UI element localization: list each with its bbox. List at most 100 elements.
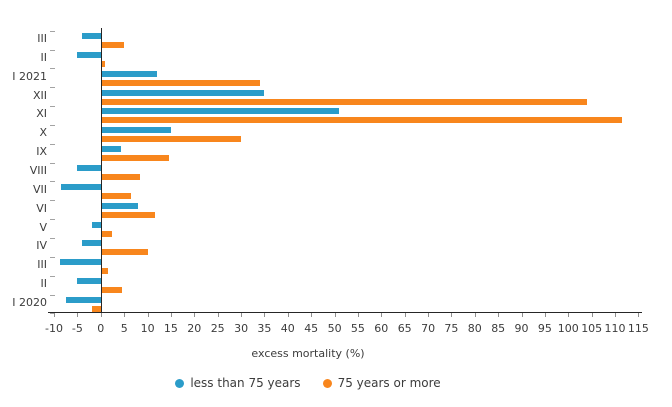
y-axis-label: I 2020 [12, 295, 47, 309]
bar-75-or-more-VI [100, 211, 155, 218]
x-axis-tick [217, 313, 219, 317]
x-axis-tick [591, 313, 593, 317]
bar-75-or-more-V [100, 230, 113, 237]
y-axis-tick [50, 275, 55, 277]
bar-75-or-more-III [100, 42, 125, 48]
x-axis-tick-label: 85 [491, 322, 506, 335]
bar-less-than-75-VI [100, 202, 139, 209]
x-axis-tick [54, 313, 55, 317]
bar-75-or-more-X [100, 136, 242, 143]
legend-label-less-than-75: less than 75 years [190, 376, 301, 390]
bar-less-than-75-XI [100, 108, 340, 115]
x-axis-tick [615, 313, 616, 317]
legend-item-75-or-more: 75 years or more [322, 376, 441, 390]
bar-75-or-more-VIII [100, 174, 141, 180]
x-axis-tick [638, 313, 640, 317]
x-axis-tick [241, 313, 243, 317]
y-axis-tick [50, 313, 55, 315]
x-axis-tick [474, 313, 476, 317]
x-axis-tick [451, 313, 453, 317]
x-axis-tick-label: 95 [537, 322, 552, 335]
y-axis-tick [50, 294, 55, 296]
x-axis-tick-label: 40 [280, 322, 295, 335]
x-axis-tick-label: 55 [350, 322, 365, 335]
legend-label-75-or-more: 75 years or more [337, 376, 441, 390]
x-axis-tick [194, 313, 196, 317]
x-axis-tick-label: 110 [604, 322, 626, 335]
y-axis-label: VII [32, 182, 47, 196]
bar-less-than-75-II [77, 51, 101, 58]
x-axis-tick [124, 313, 126, 317]
y-axis-tick [50, 49, 55, 51]
y-axis-tick [50, 143, 55, 145]
x-axis-tick [170, 313, 172, 317]
x-axis-tick [147, 313, 149, 317]
y-axis-tick [50, 106, 55, 107]
x-axis-tick-label: 60 [374, 322, 389, 335]
x-axis-tick-label: 100 [557, 322, 579, 335]
bar-less-than-75-II [77, 278, 101, 285]
x-axis-tick [77, 313, 79, 317]
y-axis-tick [50, 30, 55, 32]
y-axis-label: IV [36, 239, 47, 253]
x-axis-tick [544, 313, 546, 317]
y-axis-label: VI [36, 201, 47, 215]
y-axis-tick [50, 162, 55, 164]
x-axis-tick [264, 313, 266, 317]
bar-75-or-more-VII [100, 192, 132, 199]
x-axis-tick-label: 90 [514, 322, 529, 335]
x-axis-tick-label: 35 [257, 322, 272, 335]
bar-75-or-more-IX [100, 155, 169, 162]
x-axis-tick-label: 5 [120, 322, 128, 335]
x-axis-tick [311, 313, 313, 317]
bar-75-or-more-I-2021 [100, 79, 260, 86]
legend-circle-marker-icon [175, 378, 185, 388]
x-axis-tick-label: 80 [467, 322, 482, 335]
x-axis-tick-label: 65 [397, 322, 412, 335]
y-axis-label: XII [32, 88, 47, 102]
y-axis-tick [50, 87, 55, 89]
bar-75-or-more-II [100, 60, 106, 67]
y-axis-label: III [37, 32, 47, 45]
x-axis-tick-label: 75 [444, 322, 459, 335]
bar-less-than-75-I-2021 [100, 70, 157, 77]
bar-less-than-75-III [60, 259, 101, 266]
x-axis-tick [498, 313, 500, 317]
x-axis-tick [334, 313, 336, 317]
x-axis-tick [100, 313, 102, 317]
x-axis-tick-label: 50 [327, 322, 342, 335]
bar-less-than-75-I-2020 [65, 296, 101, 303]
legend-circle-marker-icon [322, 378, 332, 388]
y-axis-tick [50, 200, 55, 202]
bar-less-than-75-V [91, 221, 101, 228]
bar-less-than-75-XII [100, 89, 265, 96]
bar-75-or-more-III [100, 268, 108, 275]
y-axis-tick [50, 181, 55, 183]
x-axis-tick-label: 45 [304, 322, 319, 335]
bar-less-than-75-IV [82, 240, 101, 247]
y-axis-label: X [39, 126, 47, 140]
x-axis-tick [404, 313, 406, 317]
y-axis-tick [50, 124, 55, 126]
bar-less-than-75-III [82, 33, 101, 39]
y-axis-label: XI [36, 107, 47, 121]
y-axis-label: III [37, 258, 47, 272]
y-axis-label: V [39, 220, 47, 234]
x-axis-tick-label: 105 [581, 322, 603, 335]
bar-less-than-75-X [100, 127, 171, 134]
bar-75-or-more-IV [100, 249, 148, 256]
bar-75-or-more-XI [100, 117, 623, 124]
y-axis-label: IX [36, 145, 47, 159]
x-axis-tick-label: 0 [97, 322, 105, 335]
x-axis-title: excess mortality (%) [251, 347, 365, 360]
zero-baseline [101, 28, 102, 312]
y-axis-tick [50, 219, 55, 221]
y-axis-label: VIII [29, 164, 47, 177]
x-axis-tick [428, 313, 430, 317]
x-axis-tick [357, 313, 359, 317]
x-axis-tick-label: 30 [234, 322, 249, 335]
x-axis-tick-label: 15 [163, 322, 178, 335]
bar-less-than-75-VIII [77, 165, 101, 171]
y-axis-label: II [40, 50, 48, 64]
x-axis-tick [521, 313, 523, 317]
